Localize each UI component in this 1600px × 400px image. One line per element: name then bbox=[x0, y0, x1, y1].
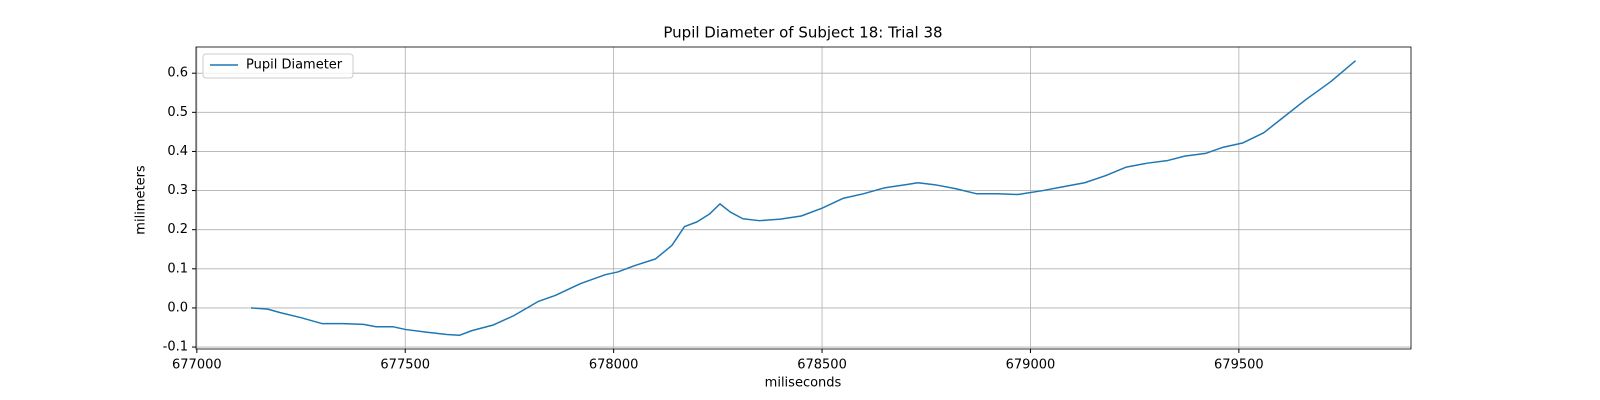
y-tick-label: 0.3 bbox=[167, 183, 188, 198]
x-tick-label: 677000 bbox=[172, 358, 222, 373]
y-tick-label: 0.4 bbox=[167, 144, 188, 159]
y-tick-label: -0.1 bbox=[163, 340, 188, 355]
x-tick-label: 679500 bbox=[1214, 358, 1264, 373]
legend-label: Pupil Diameter bbox=[246, 58, 343, 73]
y-tick-label: 0.0 bbox=[167, 300, 188, 315]
x-tick-label: 679000 bbox=[1006, 358, 1056, 373]
y-axis-label: milimeters bbox=[134, 165, 149, 235]
x-axis-label: miliseconds bbox=[765, 376, 842, 391]
x-tick-label: 677500 bbox=[380, 358, 430, 373]
x-tick-label: 678500 bbox=[797, 358, 847, 373]
plot-frame bbox=[195, 46, 1412, 350]
x-tick-label: 678000 bbox=[589, 358, 639, 373]
data-line bbox=[250, 60, 1357, 337]
y-tick-label: 0.1 bbox=[167, 261, 188, 276]
chart-title: Pupil Diameter of Subject 18: Trial 38 bbox=[663, 24, 942, 42]
y-tick-label: 0.2 bbox=[167, 222, 188, 237]
y-tick-label: 0.6 bbox=[167, 66, 188, 81]
legend-box bbox=[202, 53, 354, 79]
y-tick-label: 0.5 bbox=[167, 105, 188, 120]
